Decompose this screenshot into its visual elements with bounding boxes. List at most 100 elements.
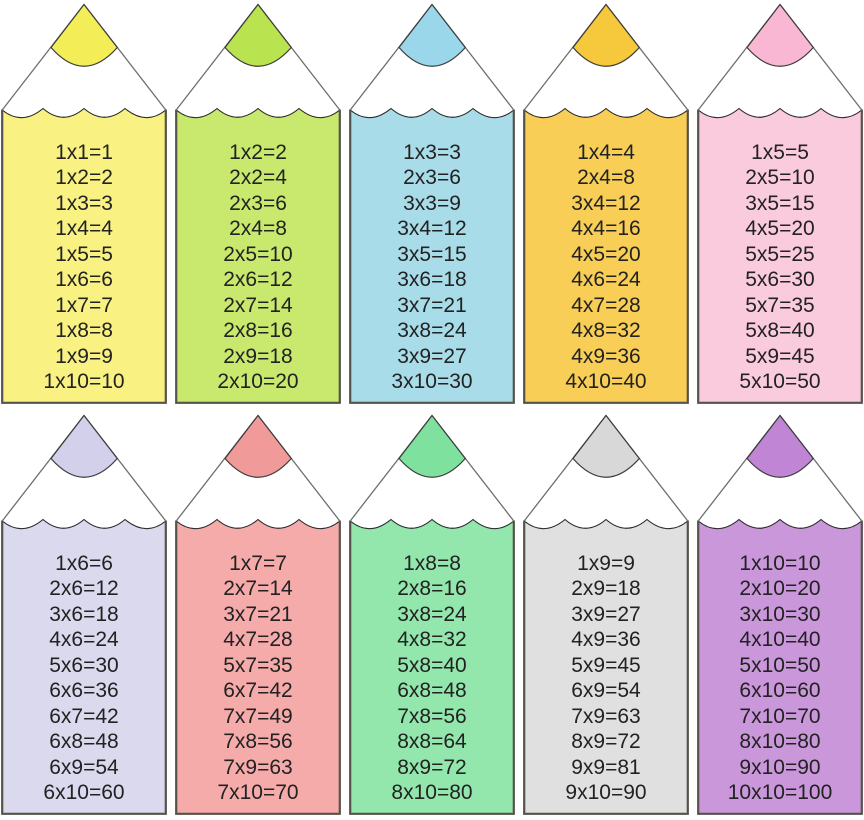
pencil-body-scallop-edge (697, 518, 863, 530)
multiplication-fact: 1x7=7 (229, 552, 287, 575)
pencil-graphic (523, 3, 689, 404)
multiplication-fact: 5x7=35 (223, 653, 293, 677)
pencil-times-table-3: 1x3=3 2x3=6 3x3=9 3x4=12 3x5=15 3x6=18 3x7=21 3… (349, 1, 515, 404)
multiplication-fact: 2x6=12 (49, 577, 119, 601)
multiplication-fact: 1x2=2 (229, 141, 287, 164)
pencil-graphic (523, 414, 689, 815)
multiplication-fact: 6x7=42 (223, 679, 293, 703)
times-table-facts: 1x3=3 2x3=6 3x3=9 3x4=12 3x5=15 3x6=18 3x7=21 3… (354, 141, 510, 393)
pencil-body (2, 108, 166, 403)
pencil-body-outline (349, 109, 515, 404)
pencil-body-outline (523, 109, 689, 404)
multiplication-fact: 1x9=9 (577, 552, 635, 575)
multiplication-fact: 8x8=64 (397, 730, 467, 754)
multiplication-fact: 1x2=2 (55, 166, 113, 190)
multiplication-fact: 5x6=30 (745, 268, 815, 292)
pencil-body (2, 519, 166, 814)
multiplication-fact: 2x9=18 (223, 344, 293, 368)
multiplication-fact: 2x9=18 (571, 577, 641, 601)
pencil-lead-tip (224, 3, 293, 67)
pencil-body (524, 519, 688, 814)
pencil-body-scallop-edge (349, 518, 515, 530)
multiplication-fact: 7x10=70 (739, 704, 821, 728)
multiplication-fact: 3x7=21 (397, 293, 467, 317)
multiplication-fact: 3x5=15 (745, 191, 815, 215)
pencil-lead-tip (746, 3, 815, 67)
multiplication-fact: 7x9=63 (571, 704, 641, 728)
pencil-graphic (349, 3, 515, 404)
pencil-body-outline (175, 109, 341, 404)
multiplication-fact: 2x3=6 (229, 191, 287, 215)
multiplication-fact: 2x10=20 (217, 369, 299, 393)
multiplication-fact: 3x10=30 (739, 602, 821, 626)
pencil-body-outline (523, 520, 689, 815)
multiplication-fact: 1x6=6 (55, 268, 113, 292)
multiplication-fact: 1x10=10 (43, 369, 125, 393)
pencil-body-scallop-edge (697, 107, 863, 119)
multiplication-fact: 1x3=3 (403, 141, 461, 164)
times-table-facts: 1x2=2 2x2=4 2x3=6 2x4=8 2x5=10 2x6=12 2x7=14 2x… (180, 141, 336, 393)
multiplication-fact: 1x6=6 (55, 552, 113, 575)
pencil-lead-tip (224, 414, 293, 478)
multiplication-fact: 5x9=45 (745, 344, 815, 368)
multiplication-fact: 1x4=4 (55, 217, 113, 241)
pencil-body (698, 108, 862, 403)
times-table-facts: 1x8=8 2x8=16 3x8=24 4x8=32 5x8=40 6x8=48 7x8=5… (354, 552, 510, 804)
multiplication-fact: 3x3=9 (403, 191, 461, 215)
times-table-facts: 1x6=6 2x6=12 3x6=18 4x6=24 5x6=30 6x6=36 6x7=4… (6, 552, 162, 804)
pencil-body-scallop-edge (1, 107, 167, 119)
times-table-facts: 1x7=7 2x7=14 3x7=21 4x7=28 5x7=35 6x7=42 7x7=4… (180, 552, 336, 804)
multiplication-fact: 4x8=32 (397, 628, 467, 652)
pencil-lead-tip (50, 414, 119, 478)
multiplication-fact: 1x8=8 (55, 319, 113, 343)
pencil-graphic (697, 414, 863, 815)
times-table-facts: 1x9=9 2x9=18 3x9=27 4x9=36 5x9=45 6x9=54 7x9=6… (528, 552, 684, 804)
multiplication-fact: 1x7=7 (55, 293, 113, 317)
multiplication-fact: 2x4=8 (229, 217, 287, 241)
multiplication-fact: 1x10=10 (739, 552, 821, 575)
multiplication-fact: 2x4=8 (577, 166, 635, 190)
multiplication-fact: 4x6=24 (49, 628, 119, 652)
pencil-times-table-10: 1x10=10 2x10=20 3x10=30 4x10=40 5x10=50 6x10=… (697, 412, 863, 815)
multiplication-fact: 1x5=5 (55, 242, 113, 266)
multiplication-fact: 8x10=80 (739, 730, 821, 754)
pencil-body-scallop-edge (349, 107, 515, 119)
multiplication-fact: 3x9=27 (571, 602, 641, 626)
multiplication-fact: 6x8=48 (49, 730, 119, 754)
multiplication-fact: 7x10=70 (217, 780, 299, 804)
multiplication-fact: 6x7=42 (49, 704, 119, 728)
pencil-lead-tip (572, 414, 641, 478)
pencil-lead-tip (746, 414, 815, 478)
pencil-graphic (349, 414, 515, 815)
pencil-graphic (175, 414, 341, 815)
multiplication-fact: 3x7=21 (223, 602, 293, 626)
pencil-times-table-6: 1x6=6 2x6=12 3x6=18 4x6=24 5x6=30 6x6=36 6x7=4… (1, 412, 167, 815)
pencil-times-table-7: 1x7=7 2x7=14 3x7=21 4x7=28 5x7=35 6x7=42 7x7=4… (175, 412, 341, 815)
pencil-lead-tip (50, 3, 119, 67)
multiplication-fact: 4x5=20 (745, 217, 815, 241)
pencil-body-scallop-edge (175, 518, 341, 530)
multiplication-fact: 6x8=48 (397, 679, 467, 703)
multiplication-fact: 3x4=12 (571, 191, 641, 215)
multiplication-fact: 5x8=40 (745, 319, 815, 343)
pencil-body (698, 519, 862, 814)
multiplication-fact: 1x5=5 (751, 141, 809, 164)
multiplication-fact: 2x2=4 (229, 166, 287, 190)
multiplication-fact: 5x5=25 (745, 242, 815, 266)
pencil-body-outline (349, 520, 515, 815)
multiplication-fact: 2x8=16 (397, 577, 467, 601)
multiplication-fact: 2x8=16 (223, 319, 293, 343)
multiplication-fact: 7x9=63 (223, 755, 293, 779)
pencil-lead-tip (398, 3, 467, 67)
pencil-body (350, 519, 514, 814)
multiplication-fact: 7x8=56 (223, 730, 293, 754)
multiplication-fact: 1x4=4 (577, 141, 635, 164)
pencil-body-scallop-edge (175, 107, 341, 119)
multiplication-fact: 4x5=20 (571, 242, 641, 266)
pencil-body (176, 519, 340, 814)
pencil-lead-tip (572, 3, 641, 67)
times-table-facts: 1x1=1 1x2=2 1x3=3 1x4=4 1x5=5 1x6=6 1x7=7 1x8=8… (6, 141, 162, 393)
multiplication-fact: 4x4=16 (571, 217, 641, 241)
pencil-times-table-5: 1x5=5 2x5=10 3x5=15 4x5=20 5x5=25 5x6=30 5x7=3… (697, 1, 863, 404)
pencil-body-outline (1, 109, 167, 404)
